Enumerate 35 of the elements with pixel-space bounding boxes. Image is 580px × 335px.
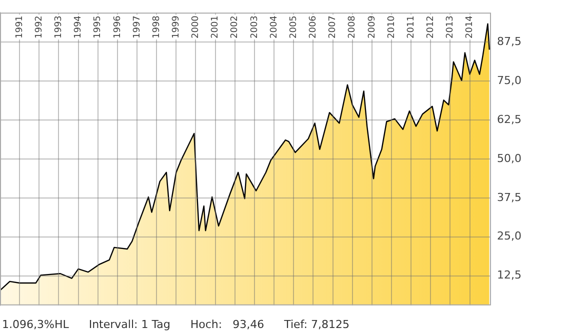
y-tick-label: 12,5 bbox=[497, 268, 522, 282]
text: Intervall: 1 Tag bbox=[88, 318, 170, 331]
y-tick-label: 75,0 bbox=[497, 74, 522, 87]
x-tick-label: 1996 bbox=[112, 15, 123, 39]
y-tick-label: 25,0 bbox=[497, 230, 522, 243]
x-tick-label: 2006 bbox=[308, 15, 319, 39]
x-tick-label: 2011 bbox=[406, 16, 416, 39]
y-tick-label: 37,5 bbox=[497, 190, 522, 204]
y-tick-label: 62,5 bbox=[497, 112, 522, 126]
x-tick-label: 2002 bbox=[230, 16, 240, 39]
x-tick-label: 2001 bbox=[210, 16, 221, 39]
x-tick-label: 1993 bbox=[54, 16, 64, 39]
x-tick-label: 2013 bbox=[446, 16, 456, 39]
x-tick-label: 2000 bbox=[191, 15, 202, 39]
x-tick-label: 2005 bbox=[288, 16, 299, 39]
x-tick-label: 1998 bbox=[152, 15, 162, 39]
x-tick-label: 2008 bbox=[348, 15, 358, 39]
x-tick-label: 1991 bbox=[14, 16, 25, 39]
text: Tief: 7,8125 bbox=[284, 318, 350, 331]
y-tick-label: 50,0 bbox=[497, 152, 522, 165]
x-tick-label: 2009 bbox=[367, 15, 378, 39]
x-tick-label: 1997 bbox=[132, 16, 142, 39]
x-tick-label: 2014 bbox=[465, 15, 476, 39]
x-tick-label: 2010 bbox=[386, 15, 397, 39]
y-tick-label: 87,5 bbox=[497, 35, 522, 48]
text: Hoch: 93,46 bbox=[190, 318, 264, 331]
x-tick-label: 1994 bbox=[74, 15, 84, 39]
x-tick-label: 1992 bbox=[34, 16, 44, 39]
x-tick-label: 2012 bbox=[426, 16, 436, 39]
text: 1.096,3%HL bbox=[2, 318, 69, 331]
x-tick-label: 2004 bbox=[269, 15, 280, 39]
x-tick-label: 1999 bbox=[172, 15, 182, 39]
x-tick-label: 2007 bbox=[328, 16, 338, 39]
x-tick-label: 1995 bbox=[93, 16, 104, 39]
x-tick-label: 2003 bbox=[250, 16, 260, 39]
